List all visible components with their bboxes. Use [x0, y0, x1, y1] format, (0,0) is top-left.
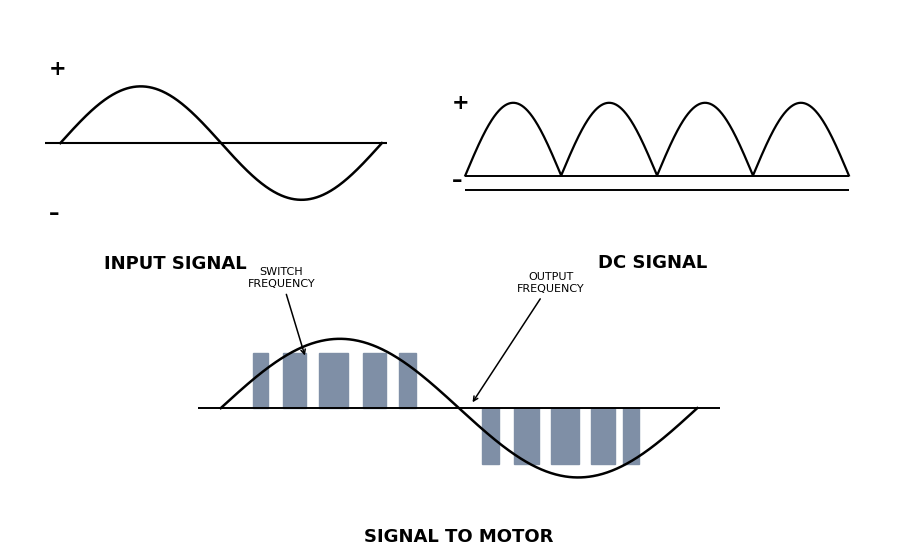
Text: INPUT SIGNAL: INPUT SIGNAL	[104, 255, 247, 273]
Bar	[482, 408, 500, 464]
Text: OUTPUT
FREQUENCY: OUTPUT FREQUENCY	[473, 272, 584, 401]
Bar	[253, 353, 268, 408]
Text: +: +	[50, 59, 67, 79]
Bar	[590, 408, 615, 464]
Text: DC SIGNAL: DC SIGNAL	[598, 254, 707, 272]
Text: +: +	[452, 93, 469, 113]
Text: –: –	[452, 172, 462, 191]
Text: –: –	[50, 204, 59, 224]
Bar	[320, 353, 348, 408]
Bar	[364, 353, 386, 408]
Text: SWITCH
FREQUENCY: SWITCH FREQUENCY	[248, 267, 315, 354]
Bar	[283, 353, 306, 408]
Bar	[623, 408, 639, 464]
Bar	[399, 353, 416, 408]
Bar	[551, 408, 580, 464]
Bar	[514, 408, 538, 464]
Text: SIGNAL TO MOTOR: SIGNAL TO MOTOR	[364, 527, 554, 546]
